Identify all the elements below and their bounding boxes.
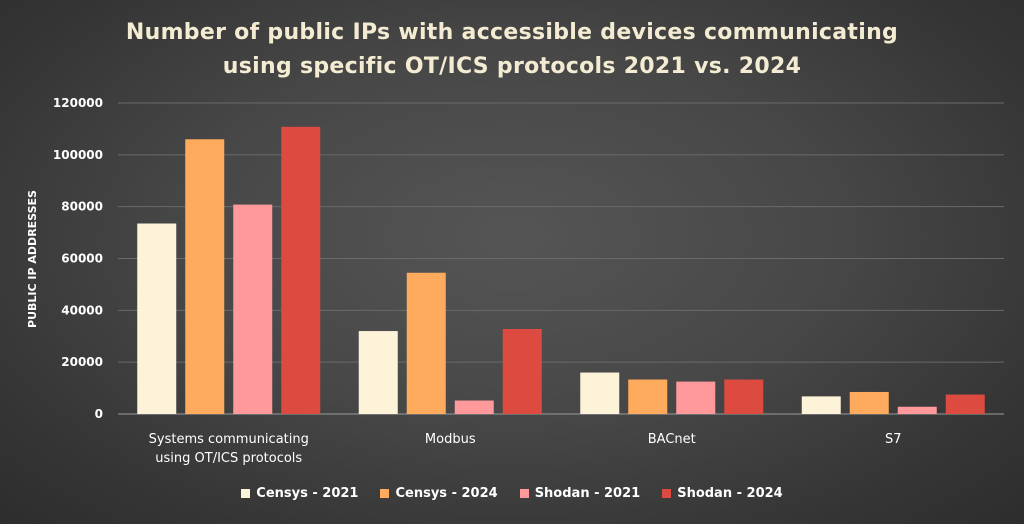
y-tick-label: 120000 [53, 96, 103, 110]
y-tick-label: 0 [95, 407, 103, 421]
y-axis-ticks: 0 20000 40000 60000 80000 100000 120000 [53, 96, 103, 421]
bar-censys-2021-0 [137, 223, 177, 414]
x-category-label: Systems communicating [149, 432, 309, 447]
x-category-label: using OT/ICS protocols [155, 451, 302, 466]
bar-censys-2024-1 [406, 272, 446, 414]
x-category-label: Modbus [425, 432, 476, 447]
legend-label: Shodan - 2021 [534, 486, 641, 501]
bar-shodan-2024-3 [945, 394, 985, 414]
bar-shodan-2021-3 [897, 406, 937, 414]
bar-shodan-2024-0 [281, 126, 321, 415]
x-axis-categories: Systems communicating using OT/ICS protoc… [149, 432, 902, 466]
x-category-label: BACnet [648, 432, 696, 447]
legend-swatch [662, 489, 672, 498]
legend-label: Shodan - 2024 [677, 486, 783, 501]
legend-label: Censys - 2021 [256, 486, 359, 501]
legend-swatch [380, 489, 390, 498]
bar-censys-2024-0 [185, 139, 225, 415]
bar-shodan-2021-0 [233, 204, 273, 414]
y-tick-label: 60000 [61, 252, 103, 266]
bar-shodan-2024-2 [724, 379, 764, 414]
chart-title-line-2: using specific OT/ICS protocols 2021 vs.… [222, 54, 802, 79]
y-axis-label: PUBLIC IP ADDRESSES [26, 190, 39, 328]
bar-shodan-2021-2 [676, 381, 716, 414]
y-tick-label: 20000 [61, 355, 103, 369]
legend-label: Censys - 2024 [395, 486, 498, 501]
bar-shodan-2024-1 [502, 328, 542, 414]
bar-censys-2024-2 [628, 379, 668, 414]
chart-title-line-1: Number of public IPs with accessible dev… [125, 20, 899, 45]
legend-item: Censys - 2021 [241, 486, 358, 501]
legend-swatch [241, 489, 251, 498]
y-tick-label: 80000 [61, 200, 103, 214]
bar-censys-2021-3 [801, 396, 841, 414]
x-category-label: S7 [885, 432, 902, 447]
legend-item: Shodan - 2021 [519, 486, 641, 501]
legend-swatch [519, 489, 529, 498]
bar-censys-2021-1 [358, 331, 398, 414]
y-tick-label: 100000 [53, 148, 103, 162]
legend-item: Censys - 2024 [380, 486, 498, 501]
bar-censys-2024-3 [849, 391, 889, 414]
chart-title: Number of public IPs with accessible dev… [0, 16, 1024, 84]
bar-censys-2021-2 [580, 372, 620, 414]
bars [137, 126, 985, 415]
bar-shodan-2021-1 [454, 400, 494, 414]
y-tick-label: 40000 [61, 303, 103, 317]
legend: Censys - 2021 Censys - 2024 Shodan - 2021 S… [0, 486, 1024, 501]
legend-item: Shodan - 2024 [662, 486, 783, 501]
